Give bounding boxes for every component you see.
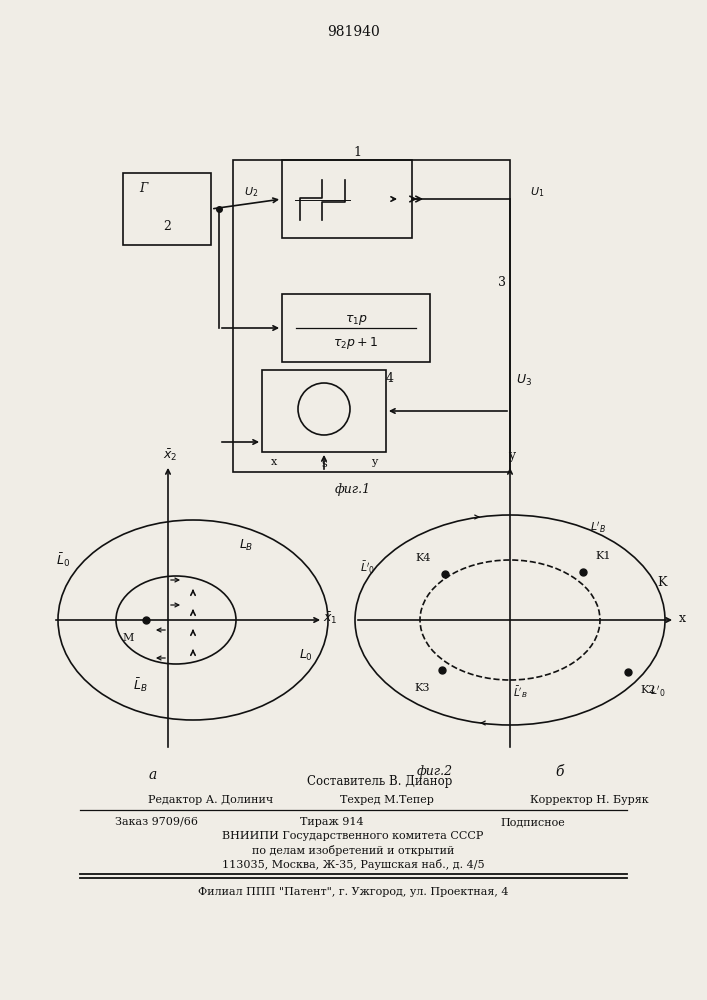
Text: Заказ 9709/66: Заказ 9709/66: [115, 817, 198, 827]
Text: y: y: [371, 457, 377, 467]
Text: $\tau_1 p$: $\tau_1 p$: [344, 313, 368, 327]
Text: Составитель В. Дианор: Составитель В. Дианор: [308, 776, 452, 788]
Text: $\bar{L}'_B$: $\bar{L}'_B$: [513, 684, 527, 700]
Text: s: s: [321, 459, 327, 469]
Text: K4: K4: [415, 553, 431, 563]
Text: 4: 4: [386, 371, 394, 384]
Text: K2: K2: [641, 685, 656, 695]
Text: Корректор Н. Буряк: Корректор Н. Буряк: [530, 795, 648, 805]
Bar: [282, 160, 412, 238]
Text: M: M: [122, 633, 134, 643]
Text: $\bar{x}_2$: $\bar{x}_2$: [163, 447, 177, 463]
Text: 3: 3: [498, 275, 506, 288]
Text: K: K: [658, 576, 667, 588]
Text: $U_1$: $U_1$: [530, 185, 544, 199]
Bar: [233, 160, 510, 472]
Text: $\bar{x}_1$: $\bar{x}_1$: [322, 610, 337, 626]
Text: по делам изобретений и открытий: по делам изобретений и открытий: [252, 844, 454, 856]
Text: Подписное: Подписное: [500, 817, 565, 827]
Text: 981940: 981940: [327, 25, 380, 39]
Text: 113035, Москва, Ж-35, Раушская наб., д. 4/5: 113035, Москва, Ж-35, Раушская наб., д. …: [222, 858, 484, 869]
Text: Г: Г: [139, 182, 147, 194]
Text: $L'_0$: $L'_0$: [650, 685, 666, 699]
Text: а: а: [149, 768, 157, 782]
Text: $L'_B$: $L'_B$: [590, 521, 606, 535]
Bar: [282, 294, 430, 362]
Text: б: б: [556, 765, 564, 779]
Text: $U_2$: $U_2$: [244, 185, 258, 199]
Text: фиг.1: фиг.1: [335, 484, 371, 496]
Text: $U_3$: $U_3$: [516, 372, 532, 388]
Text: фиг.2: фиг.2: [417, 766, 453, 778]
Text: K1: K1: [595, 551, 611, 561]
Text: $L_0$: $L_0$: [299, 647, 313, 663]
Bar: [262, 370, 386, 452]
Text: $\bar{L}_0$: $\bar{L}_0$: [56, 551, 70, 569]
Bar: [123, 173, 211, 245]
Text: $\bar{L}'_0$: $\bar{L}'_0$: [361, 560, 375, 576]
Text: y: y: [508, 448, 515, 462]
Text: $\bar{L}_B$: $\bar{L}_B$: [133, 676, 147, 694]
Text: Тираж 914: Тираж 914: [300, 817, 363, 827]
Text: Филиал ППП "Патент", г. Ужгород, ул. Проектная, 4: Филиал ППП "Патент", г. Ужгород, ул. Про…: [198, 887, 508, 897]
Text: x: x: [679, 611, 686, 624]
Text: x: x: [271, 457, 277, 467]
Text: $\tau_2 p+1$: $\tau_2 p+1$: [333, 335, 379, 351]
Text: Техред М.Тепер: Техред М.Тепер: [340, 795, 434, 805]
Text: 1: 1: [353, 145, 361, 158]
Text: 2: 2: [163, 221, 171, 233]
Text: Редактор А. Долинич: Редактор А. Долинич: [148, 795, 273, 805]
Text: ВНИИПИ Государственного комитета СССР: ВНИИПИ Государственного комитета СССР: [222, 831, 484, 841]
Text: $L_B$: $L_B$: [239, 537, 253, 553]
Text: K3: K3: [414, 683, 430, 693]
